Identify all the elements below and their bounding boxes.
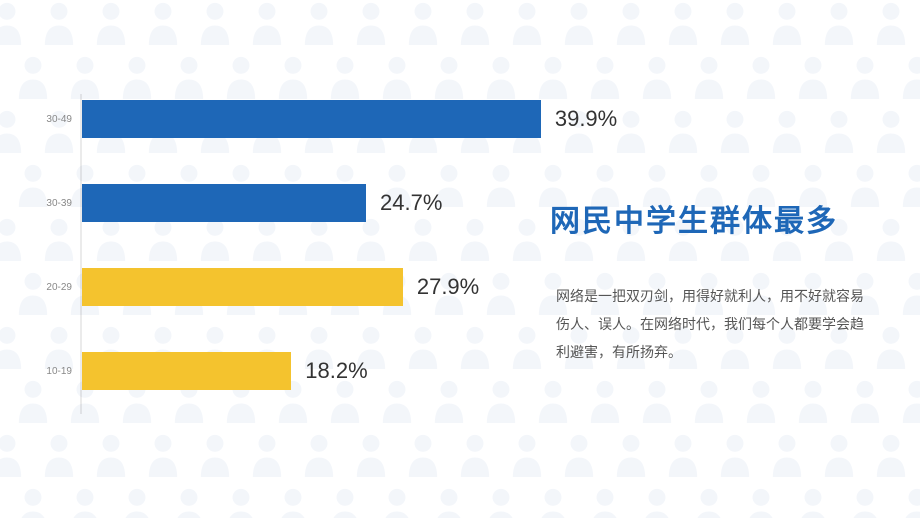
bar <box>82 268 403 306</box>
age-distribution-bar-chart: 30-49 39.9% 30-39 24.7% 20-29 27.9% 10-19 18.2% <box>42 100 617 436</box>
bar <box>82 100 541 138</box>
bar-category-label: 30-39 <box>42 198 72 209</box>
bar-value-label: 39.9% <box>555 106 617 132</box>
bar-value-label: 18.2% <box>305 358 367 384</box>
slide-body-text: 网络是一把双刃剑，用得好就利人，用不好就容易伤人、误人。在网络时代，我们每个人都… <box>556 282 868 366</box>
bar-row: 30-39 24.7% <box>42 184 617 222</box>
bar-category-label: 20-29 <box>42 282 72 293</box>
slide-content: 30-49 39.9% 30-39 24.7% 20-29 27.9% 10-19 18.2%… <box>0 0 920 518</box>
bar-value-label: 24.7% <box>380 190 442 216</box>
bar-row: 30-49 39.9% <box>42 100 617 138</box>
bar-value-label: 27.9% <box>417 274 479 300</box>
bar-row: 10-19 18.2% <box>42 352 617 390</box>
bar-category-label: 30-49 <box>42 114 72 125</box>
bar-row: 20-29 27.9% <box>42 268 617 306</box>
bar-category-label: 10-19 <box>42 366 72 377</box>
bar <box>82 352 291 390</box>
slide-title: 网民中学生群体最多 <box>550 196 838 240</box>
chart-y-axis <box>80 94 82 414</box>
bar <box>82 184 366 222</box>
